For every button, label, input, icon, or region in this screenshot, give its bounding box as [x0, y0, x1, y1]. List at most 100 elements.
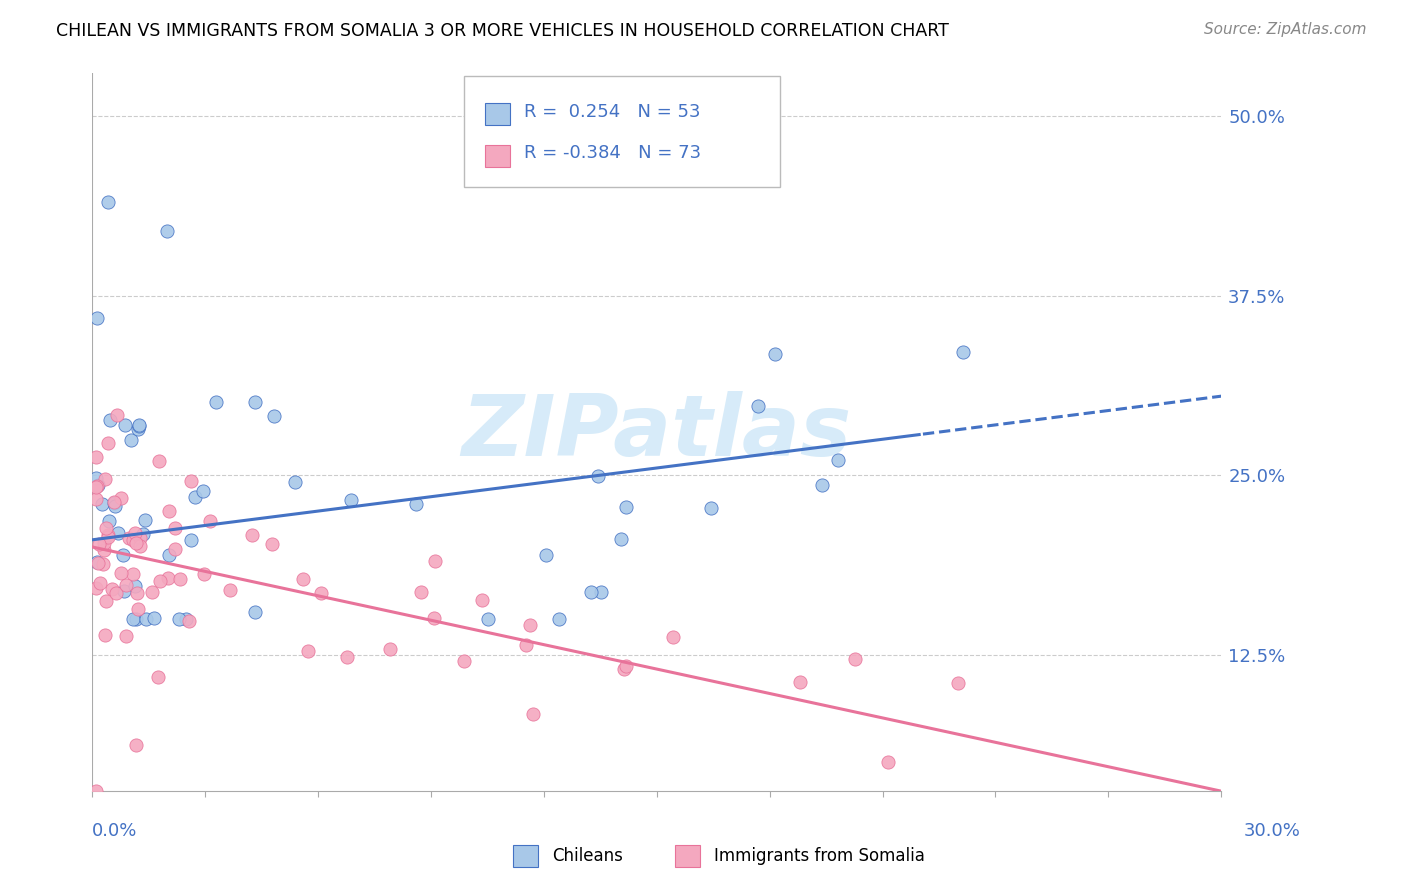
Point [522, 707, 544, 722]
Point [112, 548, 135, 562]
Point [148, 574, 170, 588]
Point [101, 582, 124, 596]
Point [184, 490, 207, 504]
Point [763, 346, 786, 360]
Point [87, 556, 110, 570]
Point [952, 345, 974, 359]
Point [614, 500, 637, 514]
Point [112, 584, 135, 599]
Point [121, 533, 143, 548]
Point [198, 515, 221, 529]
Point [97, 530, 120, 544]
Point [84, 784, 107, 798]
Point [614, 659, 637, 673]
Point [89, 575, 111, 590]
Point [204, 394, 226, 409]
Point [409, 585, 432, 599]
Point [610, 532, 633, 546]
Point [97, 436, 120, 450]
Point [948, 675, 970, 690]
Text: Chileans: Chileans [553, 847, 623, 865]
Point [84, 450, 107, 464]
Point [180, 475, 202, 489]
Point [107, 525, 129, 540]
Point [534, 548, 557, 562]
Point [98, 413, 121, 427]
Point [84, 480, 107, 494]
Point [122, 612, 145, 626]
Point [284, 475, 307, 489]
Point [121, 566, 143, 581]
Point [97, 515, 120, 529]
Point [143, 611, 166, 625]
Point [336, 649, 359, 664]
Point [148, 670, 170, 684]
Point [157, 504, 180, 518]
Point [118, 532, 141, 546]
Point [114, 417, 136, 432]
Point [292, 572, 315, 586]
Point [789, 674, 811, 689]
Point [219, 583, 242, 598]
Point [125, 612, 148, 626]
Point [127, 422, 149, 436]
Text: Immigrants from Somalia: Immigrants from Somalia [714, 847, 925, 865]
Point [97, 195, 120, 210]
Point [827, 453, 849, 467]
Point [877, 756, 900, 770]
Point [157, 548, 180, 562]
Point [103, 495, 125, 509]
Point [811, 478, 834, 492]
Point [86, 311, 108, 326]
Point [613, 662, 636, 676]
Point [141, 585, 163, 599]
Text: Source: ZipAtlas.com: Source: ZipAtlas.com [1204, 22, 1367, 37]
Point [311, 586, 333, 600]
Point [700, 500, 723, 515]
Point [93, 543, 115, 558]
Point [135, 612, 157, 626]
Point [747, 399, 769, 413]
Point [103, 496, 125, 510]
Point [148, 454, 170, 468]
Point [297, 644, 319, 658]
Point [477, 612, 499, 626]
Text: ZIPatlas: ZIPatlas [461, 391, 852, 474]
Point [125, 738, 148, 752]
Point [84, 492, 107, 507]
Point [263, 409, 285, 423]
Point [844, 652, 866, 666]
Text: CHILEAN VS IMMIGRANTS FROM SOMALIA 3 OR MORE VEHICLES IN HOUSEHOLD CORRELATION C: CHILEAN VS IMMIGRANTS FROM SOMALIA 3 OR … [56, 22, 949, 40]
Point [165, 521, 187, 535]
Point [156, 224, 179, 238]
Point [94, 594, 117, 608]
Point [94, 521, 117, 535]
Point [93, 536, 115, 550]
Point [86, 478, 108, 492]
Point [240, 528, 263, 542]
Point [519, 617, 541, 632]
Text: 30.0%: 30.0% [1244, 822, 1301, 840]
Point [115, 629, 138, 643]
Point [115, 578, 138, 592]
Point [110, 491, 132, 506]
Point [176, 612, 198, 626]
Point [243, 395, 266, 409]
Point [128, 417, 150, 432]
Point [191, 483, 214, 498]
Point [165, 541, 187, 556]
Point [243, 606, 266, 620]
Point [129, 531, 152, 545]
Point [105, 408, 128, 422]
Point [87, 536, 110, 550]
Point [581, 585, 603, 599]
Point [157, 571, 180, 585]
Point [124, 525, 146, 540]
Point [84, 581, 107, 595]
Point [169, 572, 191, 586]
Point [262, 536, 284, 550]
Point [125, 535, 148, 549]
Point [378, 642, 401, 657]
Point [134, 512, 156, 526]
Point [94, 472, 117, 486]
